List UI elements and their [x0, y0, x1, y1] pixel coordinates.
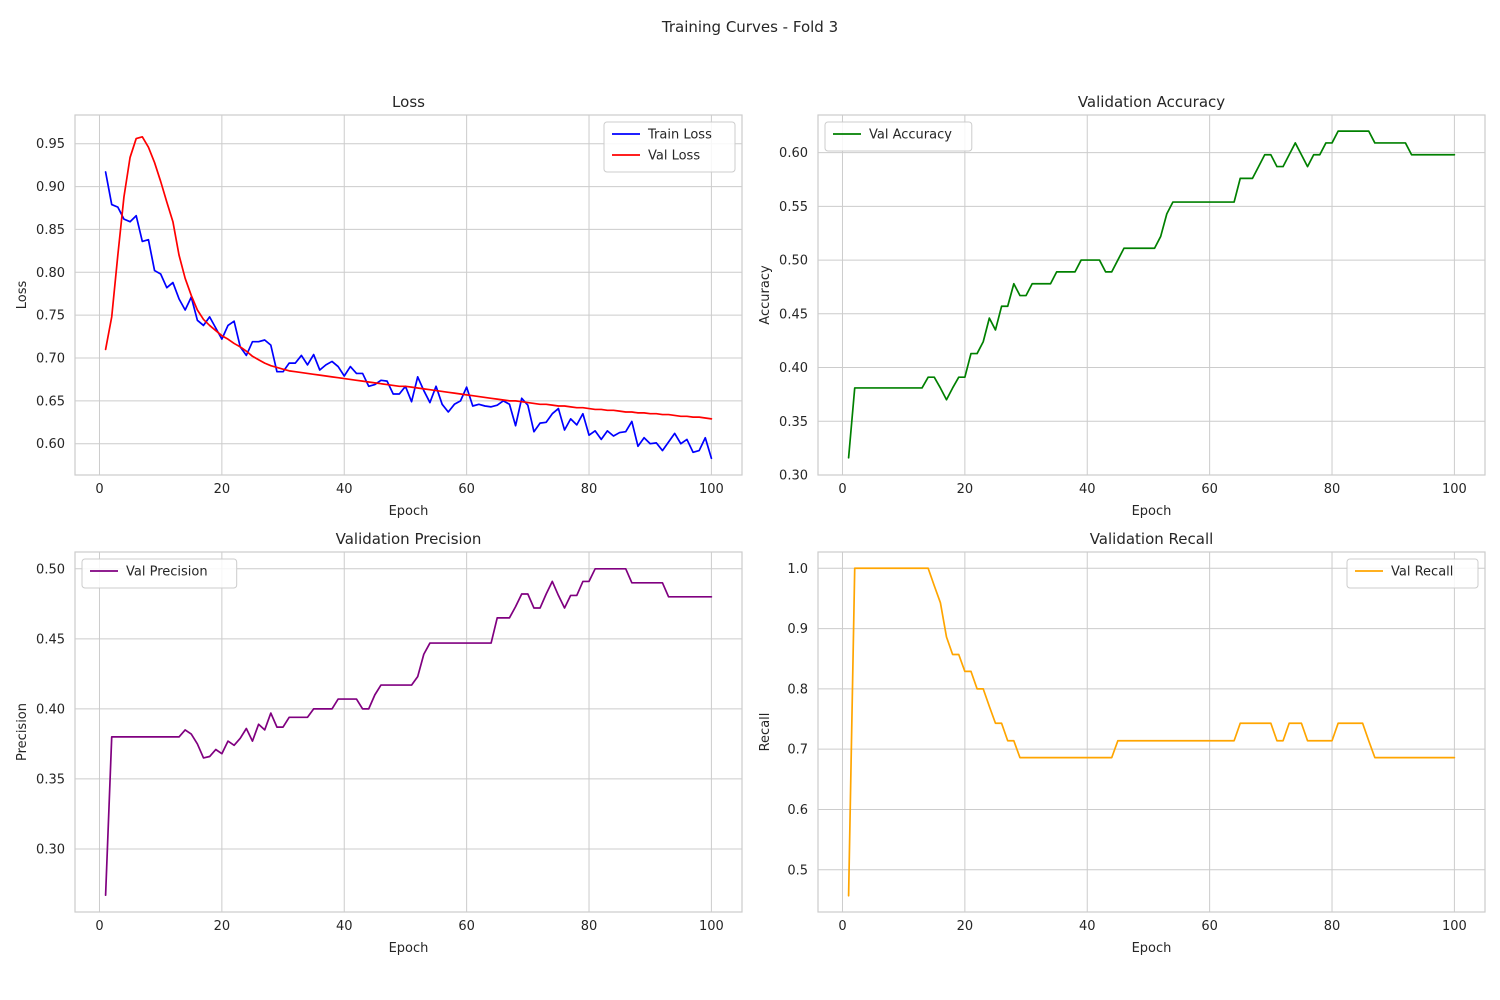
series-line-val-recall	[847, 567, 1456, 897]
x-tick-label: 80	[581, 482, 598, 497]
y-tick-label: 0.55	[779, 200, 808, 215]
x-tick-label: 100	[1442, 919, 1467, 934]
x-axis-label: Epoch	[389, 504, 429, 519]
x-tick-label: 0	[95, 482, 103, 497]
x-tick-label: 40	[1079, 482, 1096, 497]
y-tick-label: 0.65	[36, 394, 65, 409]
panel-accuracy: 0 20 40 60 80 100 0.30 0.35 0.40 0.45 0.50 0.55 0.60…	[758, 93, 1486, 519]
panel-recall: 0 20 40 60 80 100 0.5 0.6 0.7 0.8 0.9 1.0 Validation…	[758, 530, 1486, 956]
y-tick-label: 0.50	[779, 254, 808, 269]
legend-label: Val Precision	[126, 565, 208, 580]
legend: Train Loss Val Loss	[603, 121, 736, 173]
y-axis-label: Accuracy	[758, 265, 773, 325]
panel-title: Loss	[392, 93, 425, 111]
y-tick-label: 0.50	[36, 562, 65, 577]
x-axis-label: Epoch	[1132, 504, 1172, 519]
plot-area-precision	[74, 551, 743, 913]
x-tick-label: 0	[95, 919, 103, 934]
panel-loss: 0 20 40 60 80 100 0.60 0.65 0.70 0.75 0.80 0.85 0.90…	[15, 93, 743, 519]
y-axis-label: Precision	[15, 703, 30, 761]
x-tick-label: 20	[957, 482, 974, 497]
x-tick-label: 40	[1079, 919, 1096, 934]
legend-label: Val Accuracy	[869, 128, 952, 143]
legend-box	[824, 121, 973, 152]
y-tick-label: 0.60	[779, 146, 808, 161]
y-tick-label: 0.8	[787, 682, 808, 697]
y-tick-label: 0.9	[787, 622, 808, 637]
y-tick-label: 0.7	[787, 743, 808, 758]
y-tick-label: 0.40	[779, 361, 808, 376]
panel-title: Validation Precision	[336, 530, 482, 548]
x-axis-label: Epoch	[389, 941, 429, 956]
x-tick-label: 60	[458, 482, 475, 497]
panel-precision: 0 20 40 60 80 100 0.30 0.35 0.40 0.45 0.50 Validati…	[15, 530, 743, 956]
x-tick-label: 100	[699, 482, 724, 497]
y-tick-label: 0.75	[36, 309, 65, 324]
plot-area-loss	[74, 114, 743, 476]
x-tick-label: 20	[957, 919, 974, 934]
y-tick-label: 0.45	[36, 632, 65, 647]
y-tick-label: 0.35	[779, 415, 808, 430]
legend: Val Accuracy	[824, 121, 973, 152]
y-tick-label: 0.95	[36, 137, 65, 152]
y-tick-label: 0.30	[36, 842, 65, 857]
y-tick-label: 0.60	[36, 437, 65, 452]
y-tick-label: 1.0	[787, 562, 808, 577]
legend-box	[1346, 558, 1479, 589]
y-tick-label: 0.6	[787, 803, 808, 818]
y-tick-label: 0.30	[779, 469, 808, 484]
y-tick-label: 0.5	[787, 863, 808, 878]
y-axis-label: Loss	[15, 281, 30, 310]
x-tick-label: 0	[838, 919, 846, 934]
y-tick-label: 0.90	[36, 180, 65, 195]
x-tick-label: 100	[699, 919, 724, 934]
y-tick-label: 0.80	[36, 266, 65, 281]
x-tick-label: 20	[214, 919, 231, 934]
x-tick-label: 40	[336, 919, 353, 934]
legend-box	[81, 558, 238, 589]
y-tick-label: 0.70	[36, 352, 65, 367]
x-tick-label: 100	[1442, 482, 1467, 497]
panel-title: Validation Accuracy	[1078, 93, 1225, 111]
plot-area-accuracy	[817, 114, 1486, 476]
legend-label: Val Loss	[648, 149, 700, 164]
x-tick-label: 60	[1201, 482, 1218, 497]
x-tick-label: 80	[581, 919, 598, 934]
legend: Val Recall	[1346, 558, 1479, 589]
x-tick-label: 20	[214, 482, 231, 497]
y-axis-label: Recall	[758, 713, 773, 752]
plot-area-recall	[817, 551, 1486, 913]
x-tick-label: 60	[458, 919, 475, 934]
x-tick-label: 80	[1324, 482, 1341, 497]
legend-label: Val Recall	[1391, 565, 1453, 580]
x-tick-label: 40	[336, 482, 353, 497]
legend: Val Precision	[81, 558, 238, 589]
x-tick-label: 80	[1324, 919, 1341, 934]
series-line-val-loss	[104, 136, 713, 420]
x-tick-label: 60	[1201, 919, 1218, 934]
y-tick-label: 0.40	[36, 702, 65, 717]
series-line-train-loss	[104, 171, 713, 460]
series-line-val-accuracy	[847, 130, 1456, 459]
panel-title: Validation Recall	[1090, 530, 1214, 548]
x-tick-label: 0	[838, 482, 846, 497]
y-tick-label: 0.35	[36, 772, 65, 787]
legend-label: Train Loss	[647, 128, 712, 143]
figure-title: Training Curves - Fold 3	[661, 18, 838, 36]
series-line-val-precision	[104, 567, 713, 897]
y-tick-label: 0.45	[779, 307, 808, 322]
y-tick-label: 0.85	[36, 223, 65, 238]
x-axis-label: Epoch	[1132, 941, 1172, 956]
